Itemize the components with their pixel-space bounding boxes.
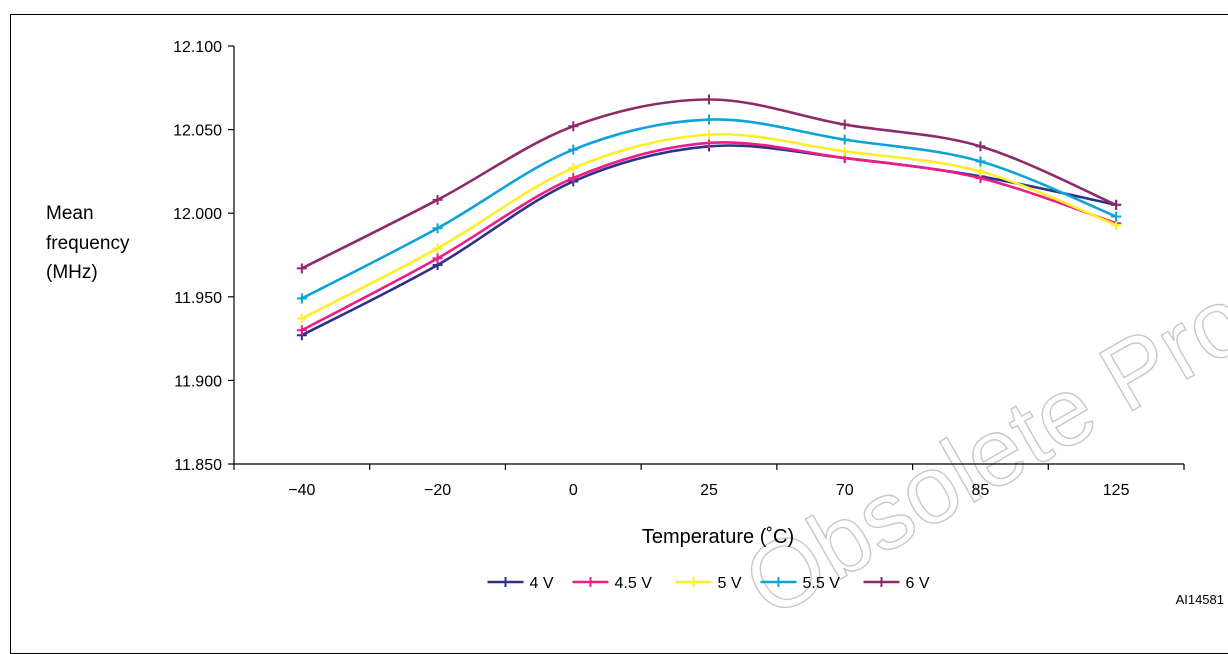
x-axis-label: Temperature (˚C) — [642, 526, 794, 548]
data-point — [839, 119, 850, 130]
data-point — [839, 146, 850, 157]
x-tick-label: 0 — [569, 482, 578, 499]
axes: 12.100 12.050 12.000 11.950 11.900 11.850 −40 −… — [173, 39, 1185, 499]
series-3 — [296, 114, 1122, 304]
legend-label: 6 V — [906, 575, 930, 592]
legend-item: 5 V — [675, 575, 742, 592]
legend-marker — [773, 577, 784, 587]
data-point — [568, 173, 579, 184]
watermark: Obsolete Product(s) — [726, 118, 1228, 625]
series-line — [301, 98, 1117, 270]
data-point — [1111, 211, 1122, 222]
y-axis-label-line-3: (MHz) — [46, 262, 98, 283]
line-chart: Obsolete Product(s) 12.100 12.050 12.000 11… — [46, 39, 1228, 625]
data-point — [975, 166, 986, 177]
series-layer — [296, 94, 1122, 341]
data-point — [296, 263, 307, 274]
y-tick-label: 11.900 — [174, 373, 222, 390]
data-point — [704, 114, 714, 125]
data-point — [975, 156, 986, 167]
series-line — [301, 144, 1117, 337]
y-tick-label: 12.000 — [173, 206, 222, 223]
series-2 — [296, 129, 1122, 324]
data-point — [296, 313, 307, 324]
legend-marker — [500, 577, 511, 587]
series-4 — [296, 94, 1122, 274]
data-point — [296, 325, 307, 336]
x-tick-label: 25 — [700, 482, 718, 499]
x-tick-label: −40 — [288, 482, 315, 499]
data-point — [432, 243, 443, 254]
data-point — [296, 293, 307, 304]
y-tick-label: 12.100 — [173, 39, 222, 56]
data-point — [704, 94, 714, 105]
legend-item: 4.5 V — [572, 575, 653, 592]
legend-item: 4 V — [487, 575, 554, 592]
watermark-text: Obsolete Product(s) — [727, 119, 1228, 625]
data-point — [432, 194, 443, 205]
data-point — [432, 223, 443, 234]
y-tick-label: 11.850 — [174, 457, 222, 474]
x-tick-label: 125 — [1103, 482, 1130, 499]
legend-item: 5.5 V — [760, 575, 841, 592]
legend-label: 4.5 V — [615, 575, 653, 592]
data-point — [568, 144, 579, 155]
legend-label: 4 V — [530, 575, 554, 592]
y-axis-label-line-2: frequency — [46, 233, 130, 254]
y-axis-label: Mean frequency (MHz) — [46, 203, 130, 283]
series-0 — [296, 141, 1122, 341]
x-tick-label: 85 — [972, 482, 990, 499]
x-tick-label: −20 — [424, 482, 451, 499]
data-point — [839, 134, 850, 145]
y-tick-label: 11.950 — [174, 290, 222, 307]
legend-label: 5 V — [718, 575, 742, 592]
data-point — [704, 137, 714, 148]
legend-item: 6 V — [863, 575, 930, 592]
legend-marker — [585, 577, 596, 587]
data-point — [1111, 219, 1122, 230]
legend-marker — [876, 577, 887, 587]
data-point — [568, 163, 579, 174]
y-axis-label-line-1: Mean — [46, 203, 94, 224]
data-point — [432, 253, 443, 264]
x-tick-label: 70 — [836, 482, 854, 499]
legend: 4 V 4.5 V 5 V 5.5 V 6 V — [487, 575, 930, 592]
figure-id: AI14581 — [1175, 592, 1224, 607]
legend-label: 5.5 V — [803, 575, 841, 592]
legend-marker — [688, 577, 699, 587]
data-point — [1111, 199, 1122, 210]
y-tick-label: 12.050 — [173, 123, 222, 140]
data-point — [975, 141, 986, 152]
data-point — [704, 129, 714, 140]
data-point — [568, 121, 579, 132]
series-line — [301, 132, 1117, 320]
